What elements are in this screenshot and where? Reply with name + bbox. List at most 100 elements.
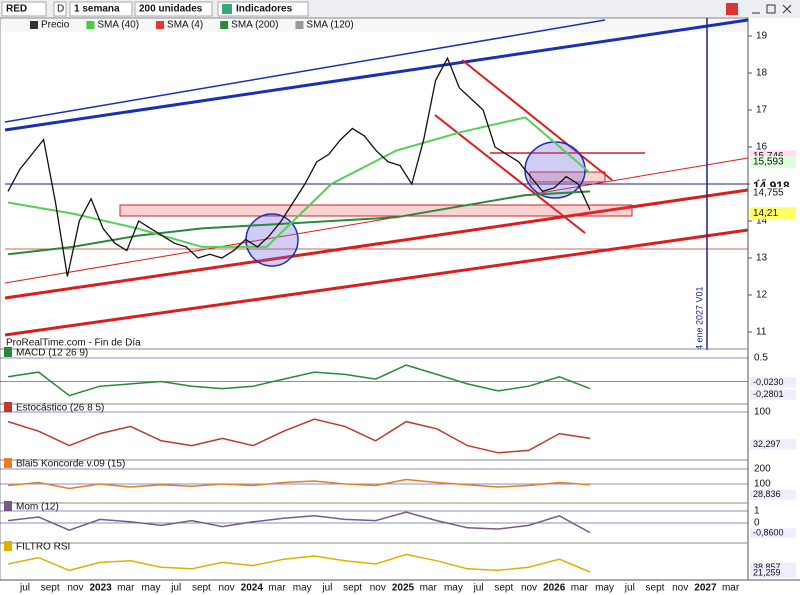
- x-tick-label: sept: [494, 583, 513, 594]
- sma-line: [7, 116, 591, 248]
- panel-title-box: [4, 541, 12, 551]
- x-tick-label: jul: [321, 583, 332, 594]
- legend-entry: SMA (120): [306, 20, 353, 31]
- legend-entry: SMA (200): [231, 20, 278, 31]
- price-label-box: [750, 187, 796, 200]
- y-tick-label: 200: [754, 464, 771, 475]
- legend-entry: SMA (4): [167, 20, 203, 31]
- x-tick-label: jul: [170, 583, 181, 594]
- legend-entry: SMA (40): [97, 20, 139, 31]
- indicator-line: [7, 511, 591, 534]
- price-line: [7, 56, 591, 277]
- y-tick-label: 19: [756, 31, 768, 42]
- y-tick-label: 16: [756, 142, 768, 153]
- y-tick-label: 17: [756, 105, 768, 116]
- indicators: Indicadores: [236, 4, 293, 15]
- value-label-box: [750, 489, 796, 500]
- indicator-line: [7, 478, 591, 490]
- price-label: 14,755: [753, 188, 784, 199]
- mode: D: [57, 4, 64, 15]
- sma-line: [7, 190, 591, 256]
- x-tick-label: jul: [473, 583, 484, 594]
- indicator-line: [7, 364, 591, 397]
- indicator-line: [7, 553, 591, 573]
- x-tick-label: 2023: [89, 583, 112, 594]
- value-label-box: [750, 562, 796, 573]
- x-tick-label: nov: [521, 583, 537, 594]
- legend-entry: Precio: [41, 20, 70, 31]
- price-label: 14,21: [753, 208, 778, 219]
- y-tick-label: 12: [756, 290, 768, 301]
- trendline: [4, 188, 749, 300]
- price-label: 15,593: [753, 157, 784, 168]
- value-label-box: [750, 389, 796, 400]
- x-tick-label: may: [293, 583, 312, 594]
- add-button[interactable]: [726, 3, 738, 15]
- panel-title: Blai5 Koncorde v.09 (15): [16, 459, 125, 470]
- x-tick-label: mar: [420, 583, 438, 594]
- value-label: -0,0230: [753, 377, 784, 387]
- legend-swatch: [220, 21, 229, 29]
- y-tick-label: 14: [756, 216, 768, 227]
- trendline: [4, 19, 606, 123]
- circle: [245, 213, 299, 267]
- x-tick-label: mar: [268, 583, 286, 594]
- x-tick-label: 2025: [392, 583, 415, 594]
- value-label: -0,2801: [753, 389, 784, 399]
- indicator-line: [7, 418, 591, 454]
- x-tick-label: 2026: [543, 583, 566, 594]
- x-tick-label: may: [595, 583, 614, 594]
- value-label: 32,297: [753, 439, 781, 449]
- indicators-box[interactable]: [217, 1, 309, 17]
- legend-swatch: [30, 21, 38, 29]
- period-box[interactable]: [69, 1, 133, 17]
- units-box[interactable]: [134, 1, 213, 17]
- x-tick-label: sept: [192, 583, 211, 594]
- price-label-box: [750, 156, 796, 169]
- drawings: [4, 18, 749, 350]
- x-tick-label: 2024: [241, 583, 264, 594]
- close[interactable]: [782, 4, 792, 14]
- x-tick-label: jul: [624, 583, 635, 594]
- panel-title: Mom (12): [16, 502, 59, 513]
- trendline: [4, 18, 749, 132]
- trendline: [4, 228, 749, 337]
- trendline: [4, 157, 749, 284]
- x-tick-label: may: [444, 583, 463, 594]
- x-tick-label: sept: [646, 583, 665, 594]
- restore[interactable]: [766, 4, 776, 14]
- legend-swatch: [156, 21, 165, 29]
- panel-title-box: [4, 458, 12, 468]
- circle: [524, 141, 586, 199]
- panel-title-box: [4, 347, 12, 357]
- x-tick-label: 2027: [694, 583, 717, 594]
- x-tick-label: sept: [343, 583, 362, 594]
- x-tick-label: mar: [571, 583, 589, 594]
- footer: ProRealTime.com - Fin de Día: [6, 338, 141, 349]
- symbol: RED: [6, 4, 27, 15]
- trendline: [434, 114, 586, 234]
- legend-swatch: [86, 21, 95, 29]
- panel-title: FILTRO RSI: [16, 542, 70, 553]
- period: 1 semana: [74, 4, 120, 15]
- y-tick-label: 100: [754, 407, 771, 418]
- zone: [119, 204, 633, 217]
- y-tick-label: 13: [756, 253, 768, 264]
- value-label-box: [750, 377, 796, 388]
- y-tick-label: 0.5: [754, 353, 768, 364]
- symbol-box[interactable]: [1, 1, 47, 17]
- y-tick-label: 18: [756, 68, 768, 79]
- value-label: 21,259: [753, 568, 781, 578]
- value-label: -0,8600: [753, 528, 784, 538]
- x-tick-label: nov: [370, 583, 386, 594]
- y-tick-label: 11: [756, 327, 767, 338]
- y-tick-label: 100: [754, 479, 771, 490]
- value-label-box: [750, 528, 796, 539]
- x-tick-label: mar: [117, 583, 135, 594]
- x-tick-label: nov: [67, 583, 83, 594]
- mode-box[interactable]: [53, 1, 67, 17]
- value-label-box: [750, 439, 796, 450]
- x-tick-label: sept: [41, 583, 60, 594]
